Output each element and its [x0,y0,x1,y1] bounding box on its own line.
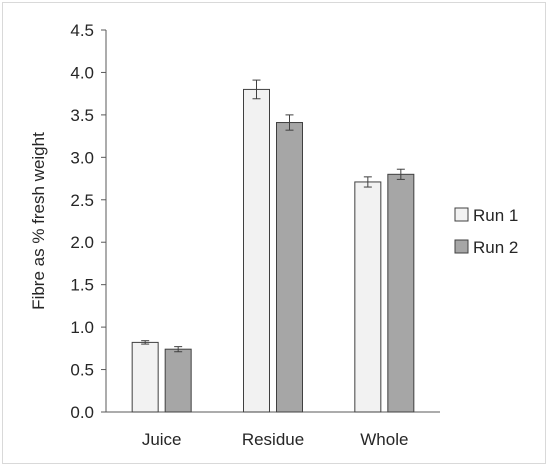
chart-frame [2,2,546,464]
bar-whole-run1 [354,181,382,413]
y-axis-ticks: 0.0 0.5 1.0 1.5 2.0 2.5 3.0 3.5 4.0 4.5 [70,21,106,422]
legend: Run 1 Run 2 [454,206,518,257]
category-labels: Juice Residue Whole [142,430,409,449]
y-tick-label: 3.5 [70,106,94,125]
y-tick-label: 2.5 [70,191,94,210]
y-axis-title: Fibre as % fresh weight [29,132,48,310]
bar-whole-run2 [387,173,415,413]
y-tick-label: 1.5 [70,276,94,295]
legend-label-run1: Run 1 [473,206,518,225]
y-tick-label: 4.0 [70,63,94,82]
bar-residue-run2 [276,122,303,413]
bar-juice-run2 [164,348,192,413]
bar-juice-run1 [131,341,159,413]
y-tick-label: 4.5 [70,21,94,40]
y-tick-label: 0.5 [70,361,94,380]
x-category-label: Residue [242,430,304,449]
bar-residue-run1 [243,88,270,413]
legend-swatch-run2 [454,239,469,254]
x-category-label: Juice [142,430,182,449]
y-tick-label: 1.0 [70,318,94,337]
y-tick-label: 3.0 [70,148,94,167]
bars-group [131,79,415,413]
y-tick-label: 2.0 [70,233,94,252]
legend-swatch-run1 [454,207,469,222]
legend-label-run2: Run 2 [473,238,518,257]
x-category-label: Whole [360,430,408,449]
y-tick-label: 0.0 [70,403,94,422]
